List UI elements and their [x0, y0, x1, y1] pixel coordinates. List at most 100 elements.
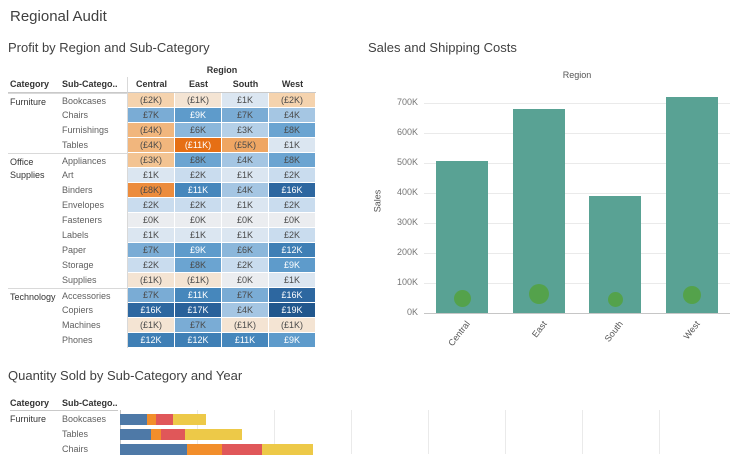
row-subcategory-tables[interactable]: Tables — [62, 429, 89, 439]
profit-cell[interactable]: £2K — [128, 198, 175, 213]
profit-cell[interactable]: £11K — [222, 333, 269, 348]
column-header-east[interactable]: East — [175, 77, 222, 93]
profit-cell[interactable]: £2K — [175, 168, 222, 183]
profit-cell[interactable]: £2K — [269, 198, 316, 213]
row-category[interactable] — [8, 168, 60, 183]
profit-cell[interactable]: £0K — [222, 273, 269, 288]
row-category[interactable] — [8, 213, 60, 228]
profit-cell[interactable]: £19K — [269, 303, 316, 318]
profit-cell[interactable]: £2K — [269, 168, 316, 183]
column-header-west[interactable]: West — [269, 77, 316, 93]
row-subcategory-chairs[interactable]: Chairs — [62, 444, 89, 454]
profit-cell[interactable]: £0K — [269, 213, 316, 228]
profit-cell[interactable]: (£1K) — [175, 93, 222, 108]
quantity-bar-segment[interactable] — [147, 414, 156, 425]
profit-cell[interactable]: (£1K) — [128, 273, 175, 288]
quantity-bar-segment[interactable] — [151, 429, 161, 440]
row-subcategory-paper[interactable]: Paper — [60, 243, 128, 258]
profit-cell[interactable]: £3K — [222, 123, 269, 138]
row-subcategory-chairs[interactable]: Chairs — [60, 108, 128, 123]
row-subcategory-appliances[interactable]: Appliances — [60, 153, 128, 168]
profit-cell[interactable]: £9K — [175, 108, 222, 123]
profit-cell[interactable]: £9K — [269, 258, 316, 273]
row-subcategory-supplies[interactable]: Supplies — [60, 273, 128, 288]
quantity-bar-segment[interactable] — [222, 444, 262, 455]
profit-cell[interactable]: £12K — [128, 333, 175, 348]
row-subcategory-machines[interactable]: Machines — [60, 318, 128, 333]
profit-cell[interactable]: £4K — [222, 153, 269, 168]
profit-cell[interactable]: £8K — [175, 153, 222, 168]
profit-cell[interactable]: £11K — [175, 288, 222, 303]
row-subcategory-storage[interactable]: Storage — [60, 258, 128, 273]
profit-cell[interactable]: (£3K) — [128, 153, 175, 168]
profit-cell[interactable]: £1K — [128, 168, 175, 183]
profit-cell[interactable]: (£2K) — [269, 93, 316, 108]
row-category[interactable]: Office Supplies — [8, 153, 60, 180]
profit-cell[interactable]: £4K — [222, 183, 269, 198]
row-category[interactable] — [8, 273, 60, 288]
column-header-category[interactable]: Category — [10, 398, 50, 408]
profit-cell[interactable]: £17K — [175, 303, 222, 318]
profit-cell[interactable]: £2K — [269, 228, 316, 243]
quantity-bar-segment[interactable] — [185, 429, 242, 440]
profit-cell[interactable]: £7K — [128, 243, 175, 258]
profit-cell[interactable]: (£4K) — [128, 138, 175, 153]
row-category[interactable] — [8, 318, 60, 333]
profit-cell[interactable]: £9K — [269, 333, 316, 348]
quantity-bar-segment[interactable] — [120, 429, 151, 440]
profit-cell[interactable]: £6K — [222, 243, 269, 258]
row-category[interactable]: Technology — [8, 288, 60, 303]
profit-cell[interactable]: (£1K) — [175, 273, 222, 288]
quantity-bar-segment[interactable] — [187, 444, 222, 455]
profit-cell[interactable]: £6K — [175, 123, 222, 138]
profit-cell[interactable]: £0K — [128, 213, 175, 228]
row-category[interactable] — [8, 198, 60, 213]
profit-cell[interactable]: (£1K) — [222, 318, 269, 333]
profit-cell[interactable]: £0K — [222, 213, 269, 228]
quantity-bar-segment[interactable] — [120, 444, 187, 455]
profit-cell[interactable]: £8K — [269, 123, 316, 138]
row-subcategory-envelopes[interactable]: Envelopes — [60, 198, 128, 213]
row-category[interactable] — [8, 333, 60, 348]
row-category[interactable] — [8, 123, 60, 138]
row-subcategory-accessories[interactable]: Accessories — [60, 288, 128, 303]
row-subcategory-fasteners[interactable]: Fasteners — [60, 213, 128, 228]
row-subcategory-binders[interactable]: Binders — [60, 183, 128, 198]
profit-cell[interactable]: £2K — [222, 258, 269, 273]
shipping-dot-west[interactable] — [683, 286, 701, 304]
quantity-bar-segment[interactable] — [120, 414, 147, 425]
sales-bar-east[interactable] — [513, 109, 565, 313]
sales-bar-central[interactable] — [436, 161, 488, 313]
profit-cell[interactable]: (£4K) — [128, 123, 175, 138]
profit-cell[interactable]: £11K — [175, 183, 222, 198]
profit-cell[interactable]: £1K — [128, 228, 175, 243]
row-category[interactable] — [8, 303, 60, 318]
sales-bar-west[interactable] — [666, 97, 718, 313]
profit-cell[interactable]: £12K — [269, 243, 316, 258]
profit-cell[interactable]: £7K — [222, 288, 269, 303]
profit-cell[interactable]: £8K — [269, 153, 316, 168]
row-subcategory-labels[interactable]: Labels — [60, 228, 128, 243]
row-subcategory-bookcases[interactable]: Bookcases — [60, 93, 128, 108]
profit-cell[interactable]: £0K — [175, 213, 222, 228]
profit-cell[interactable]: (£5K) — [222, 138, 269, 153]
profit-cell[interactable]: £7K — [222, 108, 269, 123]
profit-cell[interactable]: (£2K) — [128, 93, 175, 108]
row-subcategory-bookcases[interactable]: Bookcases — [62, 414, 107, 424]
row-subcategory-phones[interactable]: Phones — [60, 333, 128, 348]
row-category[interactable] — [8, 258, 60, 273]
profit-cell[interactable]: £2K — [128, 258, 175, 273]
column-header-category[interactable]: Category — [8, 77, 60, 93]
column-header-central[interactable]: Central — [128, 77, 175, 93]
profit-cell[interactable]: £16K — [269, 183, 316, 198]
column-header-sub-category[interactable]: Sub-Catego.. — [62, 398, 118, 408]
profit-cell[interactable]: £1K — [175, 228, 222, 243]
row-category[interactable] — [8, 108, 60, 123]
profit-cell[interactable]: (£11K) — [175, 138, 222, 153]
profit-cell[interactable]: £12K — [175, 333, 222, 348]
row-subcategory-furnishings[interactable]: Furnishings — [60, 123, 128, 138]
row-category[interactable] — [8, 138, 60, 153]
row-category[interactable] — [8, 183, 60, 198]
profit-cell[interactable]: £1K — [269, 273, 316, 288]
row-subcategory-art[interactable]: Art — [60, 168, 128, 183]
